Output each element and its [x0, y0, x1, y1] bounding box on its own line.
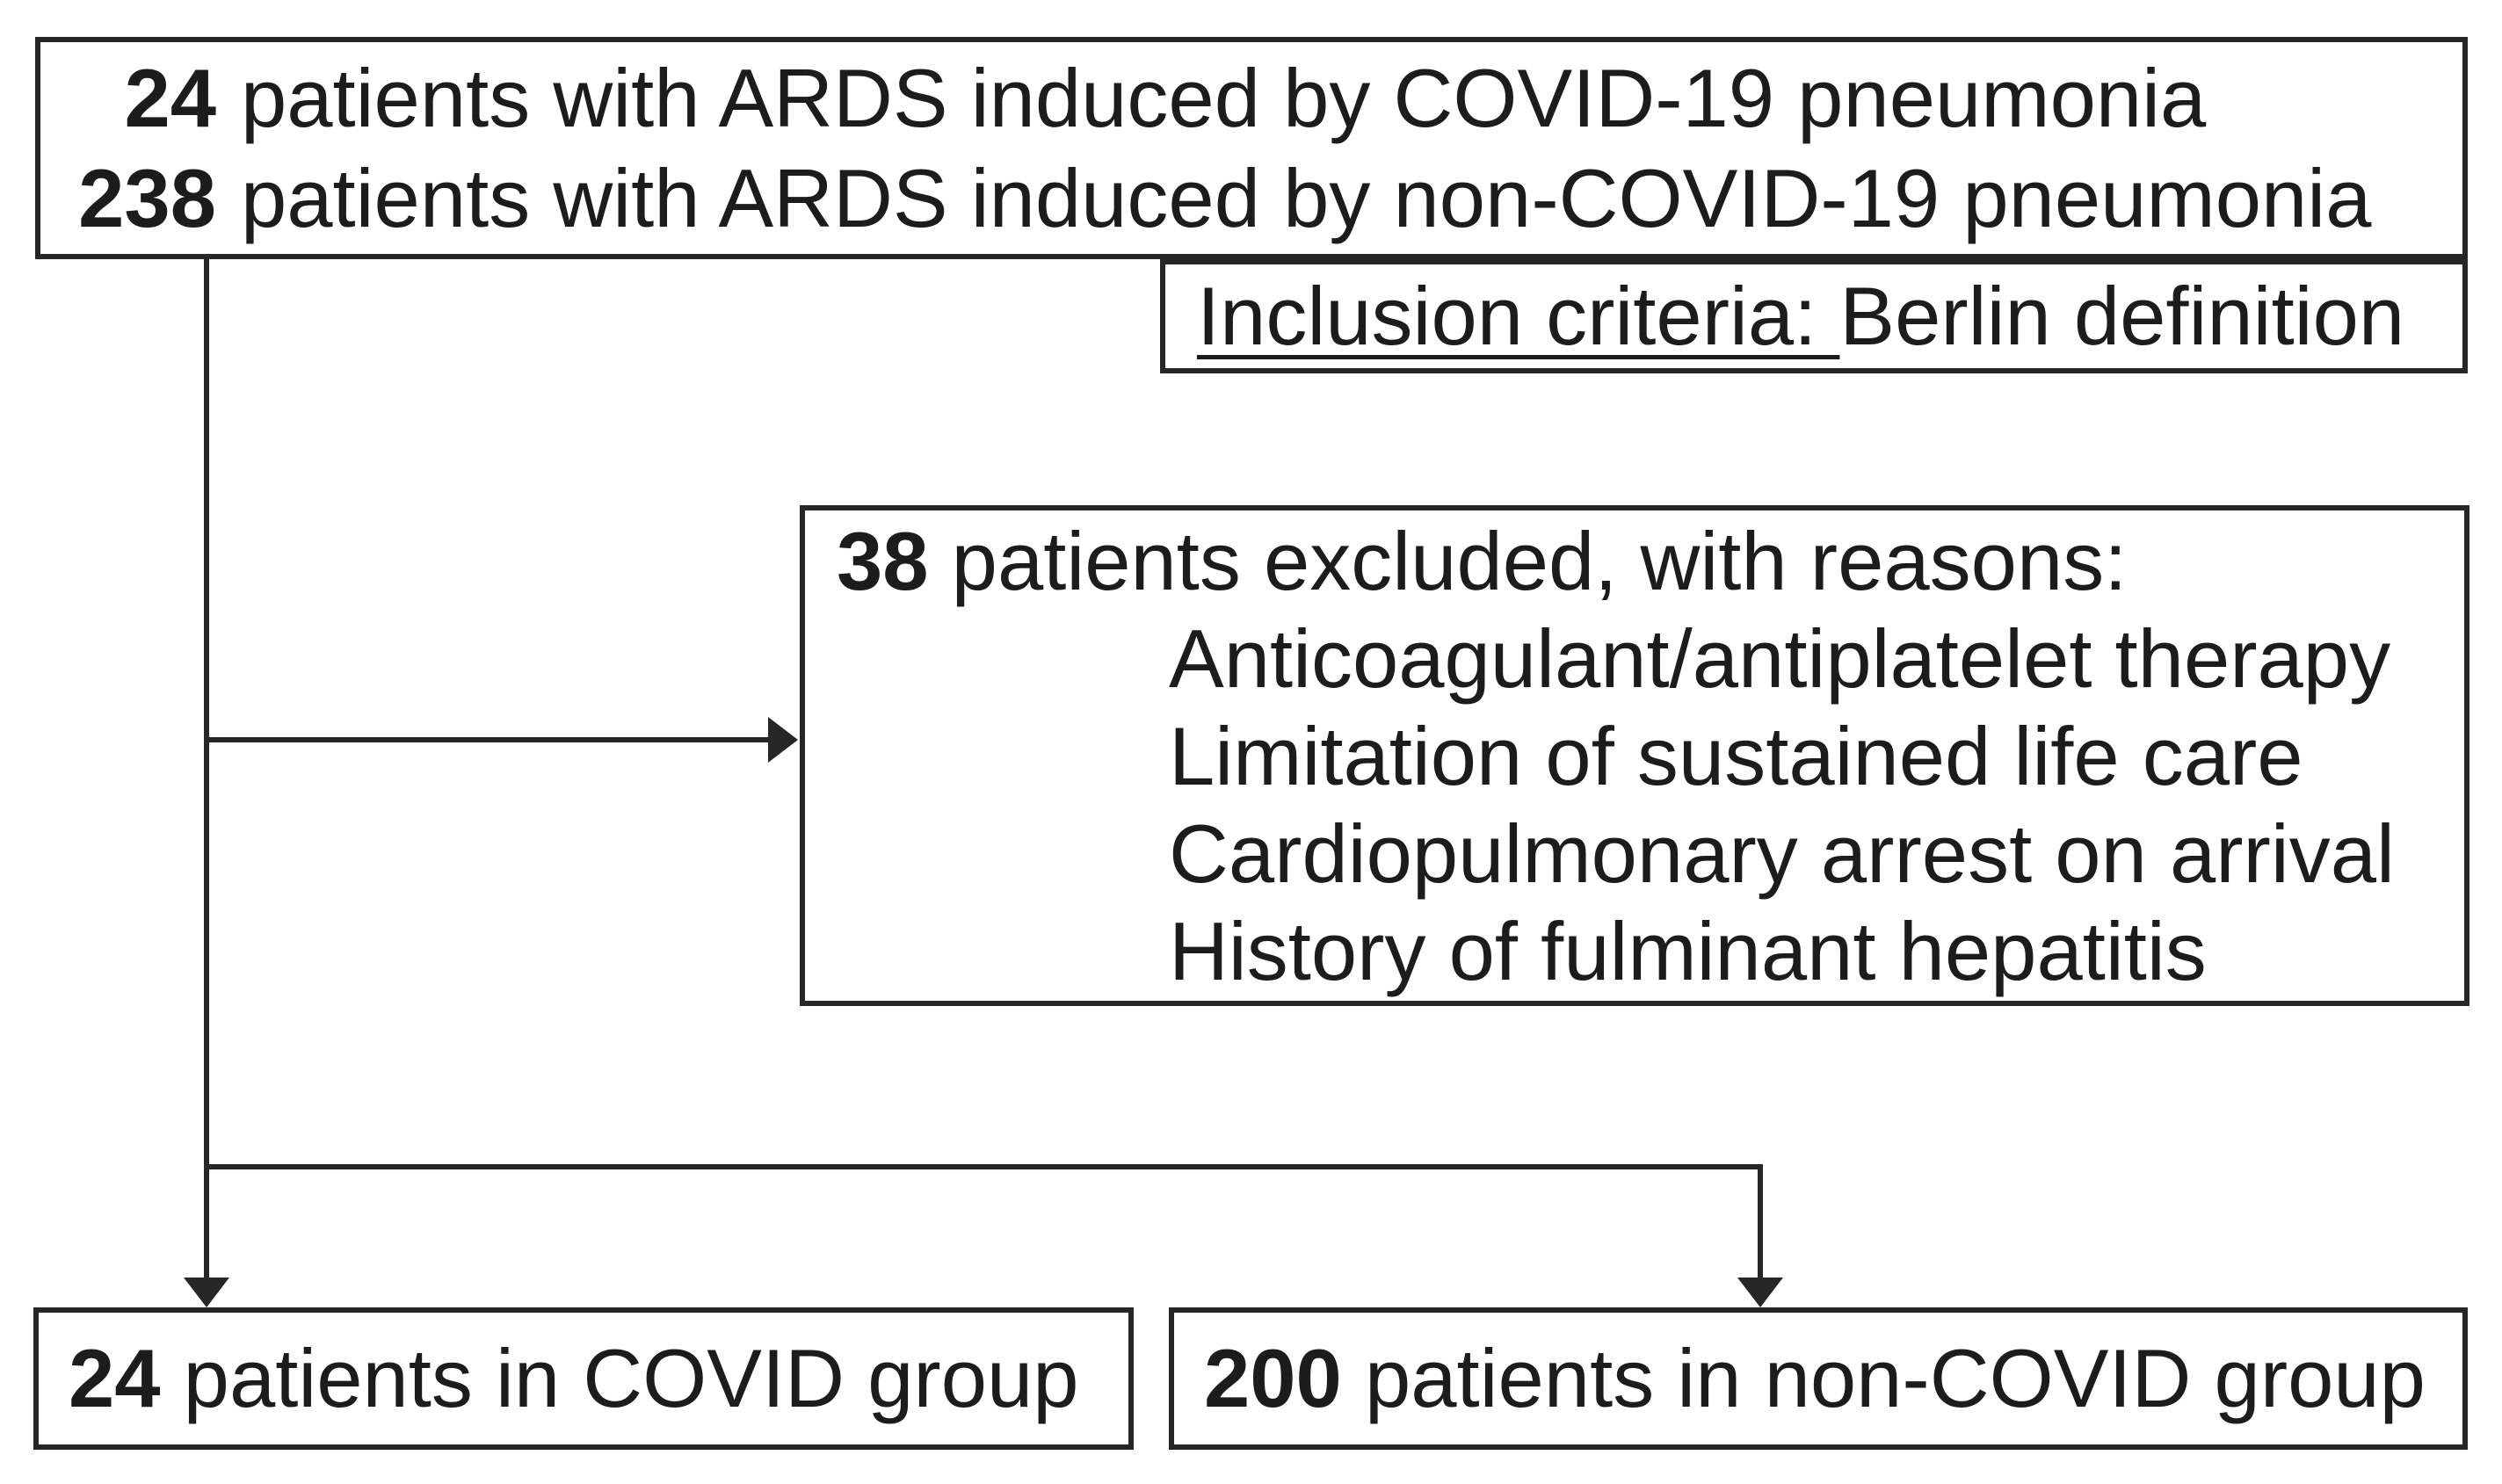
enrollment-line-non-covid: 238 patients with ARDS induced by non-CO…	[40, 148, 2462, 249]
inclusion-criteria-value: Berlin definition	[1839, 270, 2405, 362]
exclusion-count: 38	[837, 515, 929, 607]
inclusion-criteria-label: Inclusion criteria:	[1197, 270, 1840, 362]
enrollment-line-covid: 24 patients with ARDS induced by COVID-1…	[40, 48, 2462, 148]
exclusion-reason: History of fulminant hepatitis	[1169, 905, 2207, 997]
covid-group-line: 24 patients in COVID group	[69, 1328, 1128, 1429]
connector-to-non-covid-box	[1758, 1164, 1763, 1278]
exclusion-box: 38 patients excluded, with reasons: Anti…	[800, 505, 2469, 1006]
exclusion-reason-list: Anticoagulant/antiplatelet therapy Limit…	[1169, 610, 2464, 1000]
enrollment-count-covid: 24	[124, 51, 216, 144]
connector-to-exclusion-box	[204, 737, 768, 742]
non-covid-group-count: 200	[1204, 1332, 1342, 1424]
enrollment-count-non-covid: 238	[78, 151, 216, 244]
arrowhead-right-icon	[768, 717, 798, 763]
arrowhead-down-icon	[1737, 1278, 1783, 1307]
exclusion-header-text: patients excluded, with reasons:	[928, 515, 2128, 607]
covid-group-text: patients in COVID group	[160, 1332, 1079, 1424]
enrollment-box: 24 patients with ARDS induced by COVID-1…	[35, 37, 2468, 259]
non-covid-group-line: 200 patients in non-COVID group	[1204, 1328, 2462, 1429]
non-covid-group-box: 200 patients in non-COVID group	[1169, 1307, 2468, 1450]
exclusion-reason: Limitation of sustained life care	[1169, 710, 2303, 802]
exclusion-header-line: 38 patients excluded, with reasons:	[837, 512, 2464, 610]
covid-group-box: 24 patients in COVID group	[33, 1307, 1134, 1450]
inclusion-criteria-line: Inclusion criteria: Berlin definition	[1197, 266, 2462, 366]
connector-branch-horizontal	[204, 1164, 1763, 1169]
arrowhead-down-icon	[184, 1278, 229, 1307]
enrollment-text-non-covid: patients with ARDS induced by non-COVID-…	[241, 151, 2372, 244]
non-covid-group-text: patients in non-COVID group	[1341, 1332, 2426, 1424]
connector-main-vertical	[204, 259, 209, 1278]
exclusion-reason: Anticoagulant/antiplatelet therapy	[1169, 612, 2391, 705]
exclusion-reason: Cardiopulmonary arrest on arrival	[1169, 807, 2395, 900]
enrollment-text-covid: patients with ARDS induced by COVID-19 p…	[241, 51, 2207, 144]
covid-group-count: 24	[69, 1332, 161, 1424]
inclusion-criteria-box: Inclusion criteria: Berlin definition	[1160, 259, 2468, 373]
